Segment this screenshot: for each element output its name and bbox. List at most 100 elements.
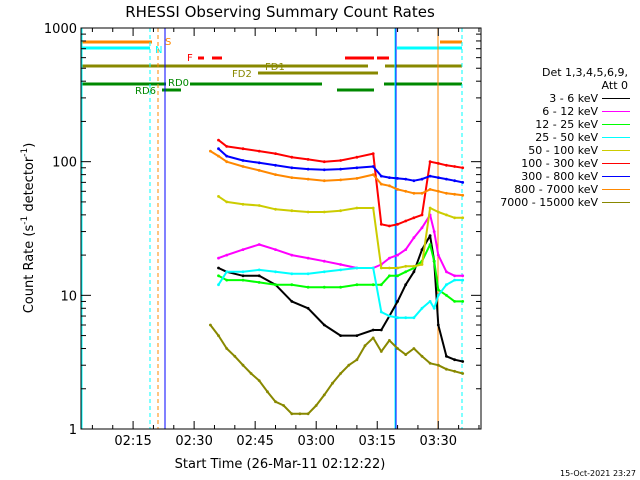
- legend-swatch: [602, 176, 630, 177]
- series-point-3: [339, 268, 342, 272]
- legend-label: 100 - 300 keV: [521, 157, 598, 170]
- series-point-1: [388, 256, 391, 260]
- series-point-6: [404, 177, 408, 181]
- legend-swatch: [602, 189, 630, 190]
- series-point-3: [428, 300, 432, 303]
- legend-swatch: [602, 111, 630, 112]
- series-point-8: [225, 347, 229, 350]
- series-point-3: [432, 306, 436, 310]
- series-point-8: [314, 404, 318, 407]
- series-point-6: [436, 176, 440, 180]
- fd2-flag-label: FD2: [232, 69, 252, 80]
- series-point-1: [432, 230, 436, 234]
- series-point-0: [396, 300, 399, 303]
- series-point-2: [257, 281, 261, 284]
- series-point-6: [339, 167, 342, 171]
- night-flag-label: N: [155, 45, 162, 56]
- series-point-2: [322, 285, 326, 289]
- series-point-8: [339, 372, 342, 375]
- vertical-markers: [81, 28, 463, 429]
- legend-header-line-1: Det 1,3,4,5,6,9,: [541, 66, 628, 79]
- series-point-8: [379, 350, 383, 353]
- flags-layer: SN F FD1 FD2 RD0 RD6: [81, 37, 462, 97]
- series-point-4: [453, 216, 456, 220]
- series-point-2: [355, 283, 359, 287]
- series-point-0: [322, 323, 326, 327]
- series-line-5: [217, 139, 463, 227]
- legend-label: 300 - 800 keV: [521, 170, 598, 183]
- series-point-3: [388, 314, 391, 318]
- series-point-7: [453, 192, 456, 196]
- series-point-8: [290, 412, 294, 416]
- series-point-0: [257, 274, 261, 278]
- series-point-1: [461, 274, 465, 278]
- series-point-7: [436, 189, 440, 193]
- series-point-0: [371, 328, 375, 332]
- series-point-5: [225, 145, 229, 148]
- series-point-8: [428, 361, 432, 365]
- x-tick-label: 03:30: [420, 434, 457, 449]
- series-point-7: [412, 191, 416, 195]
- legend-header-line-2: Att 0: [601, 79, 628, 92]
- series-point-8: [445, 367, 448, 371]
- legend-label: 25 - 50 keV: [535, 131, 598, 144]
- series-point-4: [388, 266, 391, 270]
- series-point-6: [290, 166, 294, 170]
- rd0-flag-label: RD0: [168, 78, 189, 89]
- series-point-7: [306, 177, 310, 181]
- series-point-2: [404, 270, 408, 274]
- series-point-3: [257, 268, 261, 272]
- series-point-8: [404, 353, 408, 356]
- series-point-2: [396, 274, 399, 278]
- series-point-7: [257, 169, 261, 172]
- series-point-3: [396, 316, 399, 320]
- series-point-5: [420, 213, 424, 217]
- series-point-8: [331, 381, 334, 385]
- legend-swatch: [602, 202, 630, 203]
- series-point-4: [428, 206, 432, 210]
- y-axis-label: Count Rate (s-1 detector-1): [20, 143, 37, 314]
- y-tick-label: 1000: [44, 22, 77, 37]
- series-point-8: [233, 354, 237, 358]
- series-point-4: [257, 204, 261, 207]
- series-point-4: [217, 195, 220, 198]
- legend-label: 800 - 7000 keV: [514, 183, 598, 196]
- series-point-6: [322, 168, 326, 172]
- series-point-7: [339, 178, 342, 182]
- legend-label: 6 - 12 keV: [542, 105, 598, 118]
- series-point-1: [396, 253, 399, 257]
- series-point-7: [217, 154, 220, 158]
- y-tick-label: 10: [60, 289, 77, 304]
- series-point-2: [225, 278, 229, 282]
- series-point-7: [379, 182, 383, 186]
- series-point-7: [241, 165, 245, 168]
- legend-item-800-7000kev: 800 - 7000 keV: [482, 183, 632, 196]
- series-point-2: [217, 274, 220, 278]
- series-point-2: [379, 283, 383, 287]
- y-axis-label-part: detector: [22, 156, 37, 216]
- series-point-4: [379, 266, 383, 270]
- series-point-6: [388, 176, 391, 180]
- series-point-1: [339, 263, 342, 266]
- series-point-8: [371, 336, 375, 340]
- series-point-3: [412, 316, 416, 320]
- series-point-6: [396, 177, 399, 180]
- series-point-8: [257, 379, 261, 382]
- series-line-2: [218, 243, 463, 303]
- series-point-8: [298, 412, 302, 416]
- series-point-6: [355, 166, 359, 170]
- series-point-5: [339, 159, 342, 162]
- series-point-7: [396, 188, 399, 191]
- legend-item-3-6kev: 3 - 6 keV: [482, 92, 632, 105]
- series-point-0: [379, 328, 383, 332]
- series-point-5: [217, 138, 220, 142]
- series-point-5: [412, 216, 416, 220]
- series-point-3: [461, 278, 465, 282]
- series-point-7: [225, 160, 229, 164]
- series-point-1: [306, 256, 310, 260]
- series-point-7: [445, 191, 448, 195]
- series-point-6: [257, 161, 261, 165]
- series-point-3: [290, 272, 294, 276]
- series-point-1: [257, 243, 261, 246]
